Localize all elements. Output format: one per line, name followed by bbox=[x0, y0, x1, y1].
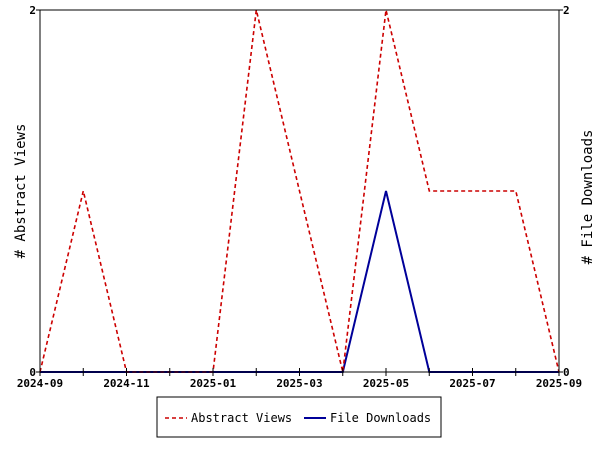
y-tick-label-left: 2 bbox=[29, 4, 36, 17]
y-tick-label-right: 2 bbox=[563, 4, 570, 17]
axis-ticks bbox=[36, 9, 563, 376]
x-tick-label: 2024-09 bbox=[17, 377, 63, 390]
y-tick-label-left: 0 bbox=[29, 366, 36, 379]
tick-labels: 2024-09 2024-11 2025-01 2025-03 2025-05 2025-… bbox=[17, 4, 582, 390]
legend-label-file-downloads: File Downloads bbox=[330, 411, 431, 425]
y-tick-label-right: 0 bbox=[563, 366, 570, 379]
series-line-abstract-views bbox=[39, 9, 560, 373]
x-tick-label: 2025-09 bbox=[536, 377, 582, 390]
y-axis-title-right: # File Downloads bbox=[580, 130, 596, 265]
x-tick-label: 2025-03 bbox=[276, 377, 322, 390]
legend: Abstract Views File Downloads bbox=[156, 396, 442, 438]
x-tick-label: 2025-01 bbox=[190, 377, 237, 390]
plot-marks bbox=[39, 9, 560, 373]
y-axis-title-left: # Abstract Views bbox=[13, 124, 29, 259]
legend-box bbox=[156, 396, 442, 438]
x-tick-label: 2025-05 bbox=[363, 377, 409, 390]
legend-label-abstract-views: Abstract Views bbox=[191, 411, 292, 425]
x-tick-label: 2024-11 bbox=[103, 377, 150, 390]
x-tick-label: 2025-07 bbox=[449, 377, 495, 390]
series-line-file-downloads bbox=[40, 190, 559, 373]
